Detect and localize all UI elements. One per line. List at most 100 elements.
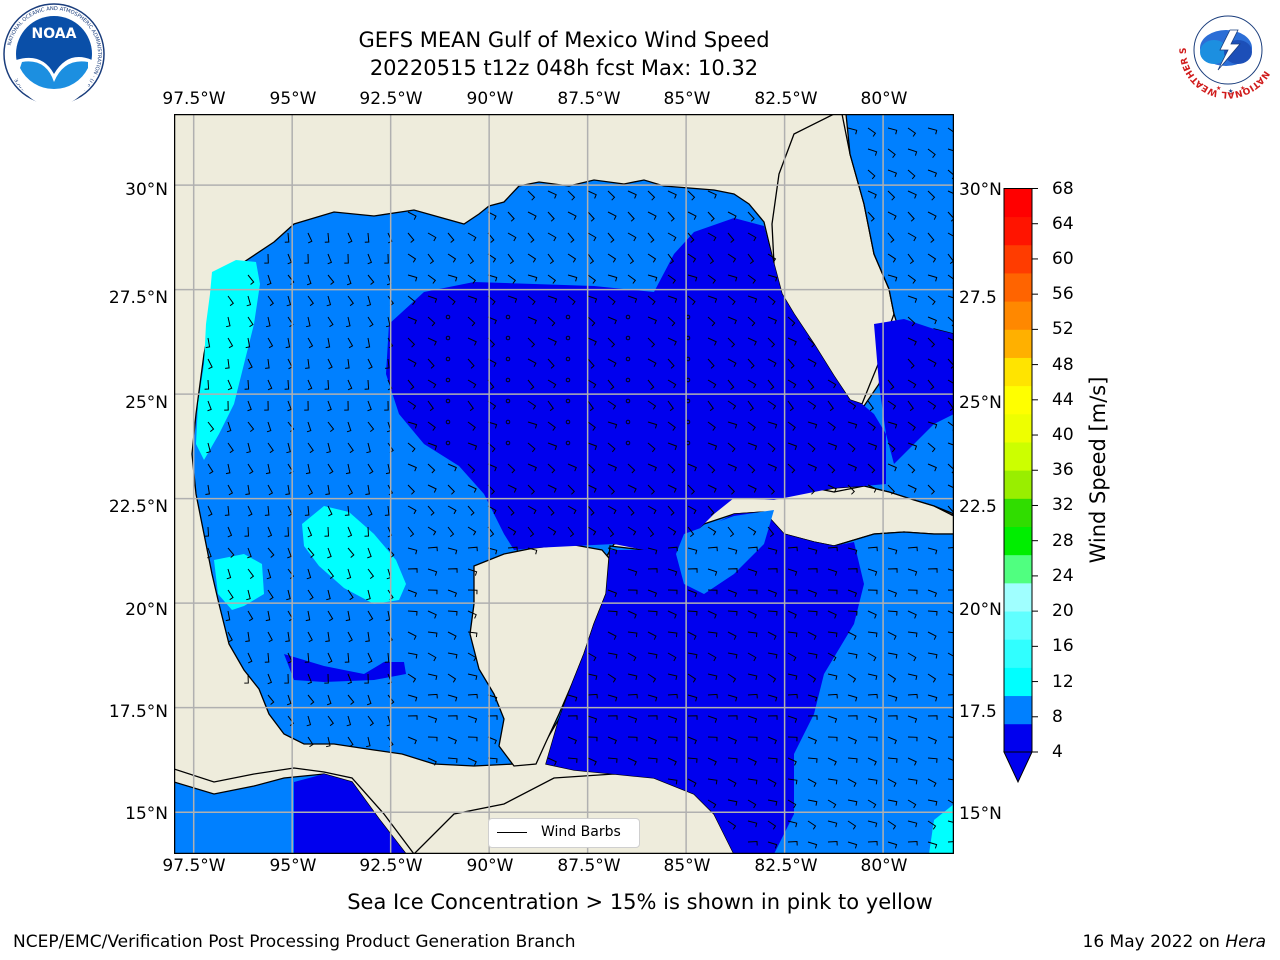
wind-barb bbox=[407, 568, 418, 573]
wind-barb bbox=[887, 547, 898, 555]
wind-barb bbox=[607, 652, 618, 659]
wind-barb bbox=[747, 421, 756, 431]
wind-barb bbox=[887, 253, 897, 263]
wind-barb bbox=[324, 673, 329, 684]
wind-barb bbox=[647, 190, 656, 201]
wind-barb bbox=[887, 568, 898, 573]
wind-barb bbox=[245, 631, 250, 642]
wind-barb bbox=[707, 715, 718, 723]
wind-barb bbox=[907, 463, 916, 474]
map-subtitle: 20220515 t12z 048h fcst Max: 10.32 bbox=[369, 56, 759, 80]
lon-label-top: 80°W bbox=[860, 89, 908, 109]
wind-barb bbox=[787, 693, 798, 699]
wind-barb bbox=[647, 295, 656, 306]
wind-barb bbox=[747, 442, 758, 451]
wind-barb bbox=[747, 274, 757, 284]
wind-barb bbox=[467, 337, 477, 346]
wind-barb bbox=[347, 631, 353, 643]
wind-barb bbox=[647, 673, 657, 683]
wind-barb bbox=[867, 631, 878, 638]
wind-barb bbox=[647, 505, 657, 515]
legend-line-swatch bbox=[497, 832, 527, 833]
wind-barb bbox=[707, 190, 717, 199]
wind-barb bbox=[227, 526, 233, 538]
wind-barb bbox=[907, 169, 916, 180]
wind-barb bbox=[327, 610, 334, 622]
wind-barb bbox=[867, 442, 878, 451]
wind-barb bbox=[767, 274, 778, 282]
wind-barb bbox=[247, 421, 255, 432]
wind-barb bbox=[407, 631, 417, 640]
wind-barb bbox=[565, 356, 571, 362]
wind-barb bbox=[807, 379, 815, 390]
wind-barb bbox=[747, 778, 758, 785]
wind-barb bbox=[505, 419, 511, 425]
wind-barb bbox=[587, 757, 597, 766]
svg-text:★: ★ bbox=[1240, 85, 1245, 92]
wind-barb bbox=[505, 377, 511, 383]
wind-barb bbox=[407, 505, 417, 515]
wind-barb bbox=[305, 610, 311, 622]
wind-barb bbox=[427, 400, 434, 412]
wind-barb bbox=[565, 398, 571, 404]
wind-barb bbox=[907, 736, 918, 742]
wind-barb bbox=[907, 652, 917, 662]
wind-barb bbox=[927, 568, 938, 573]
wind-barb bbox=[327, 568, 335, 579]
wind-barb bbox=[907, 757, 917, 766]
wind-barb bbox=[707, 799, 717, 809]
wind-barb bbox=[567, 190, 576, 201]
wind-barb bbox=[445, 419, 451, 425]
wind-barb bbox=[587, 736, 598, 742]
wind-barb bbox=[364, 379, 370, 390]
wind-barb bbox=[667, 715, 678, 723]
wind-barb bbox=[767, 820, 777, 830]
wind-barb bbox=[927, 358, 937, 367]
wind-barb bbox=[387, 631, 393, 643]
wind-barb bbox=[247, 610, 254, 622]
wind-barb bbox=[707, 379, 717, 389]
wind-barb bbox=[447, 652, 458, 659]
wind-barb bbox=[827, 736, 838, 742]
lat-label-left: 17.5°N bbox=[108, 702, 168, 722]
lon-label-top: 85°W bbox=[663, 89, 711, 109]
wind-barb bbox=[547, 484, 557, 493]
wind-barb bbox=[227, 295, 234, 307]
lon-label-bottom: 97.5°W bbox=[162, 856, 226, 876]
wind-barb bbox=[847, 127, 858, 135]
wind-barb bbox=[267, 547, 275, 558]
wind-barb bbox=[707, 316, 716, 327]
wind-barb bbox=[867, 736, 878, 742]
wind-barb bbox=[867, 400, 874, 412]
wind-barb bbox=[607, 337, 616, 348]
wind-barb bbox=[727, 379, 735, 390]
wind-barb bbox=[427, 546, 438, 552]
wind-barb bbox=[807, 484, 816, 495]
lon-label-top: 87.5°W bbox=[557, 89, 621, 109]
wind-barb bbox=[927, 400, 937, 410]
wind-barb bbox=[527, 232, 535, 243]
colorbar-tick-label: 28 bbox=[1052, 530, 1074, 551]
wind-barb bbox=[887, 232, 895, 243]
wind-barb bbox=[747, 400, 754, 412]
wind-barb bbox=[947, 211, 954, 222]
wind-barb bbox=[927, 148, 936, 159]
wind-barb bbox=[326, 694, 332, 706]
wind-barb bbox=[407, 610, 418, 616]
wind-barb bbox=[307, 442, 314, 454]
wind-barb bbox=[627, 589, 638, 595]
wind-barb bbox=[366, 694, 372, 706]
wind-barb bbox=[467, 463, 476, 474]
wind-barb bbox=[627, 505, 635, 516]
wind-barb bbox=[625, 440, 631, 446]
lat-label-right: 15°N bbox=[959, 804, 1002, 824]
wind-barb bbox=[567, 211, 577, 220]
colorbar-tick-label: 16 bbox=[1052, 636, 1074, 657]
wind-barb bbox=[226, 568, 232, 580]
wind-barb bbox=[285, 337, 291, 349]
wind-barb bbox=[907, 316, 916, 327]
wind-barb bbox=[747, 673, 758, 681]
lat-label-left: 25°N bbox=[125, 393, 168, 413]
graticule bbox=[174, 114, 954, 854]
wind-barb bbox=[407, 316, 417, 325]
